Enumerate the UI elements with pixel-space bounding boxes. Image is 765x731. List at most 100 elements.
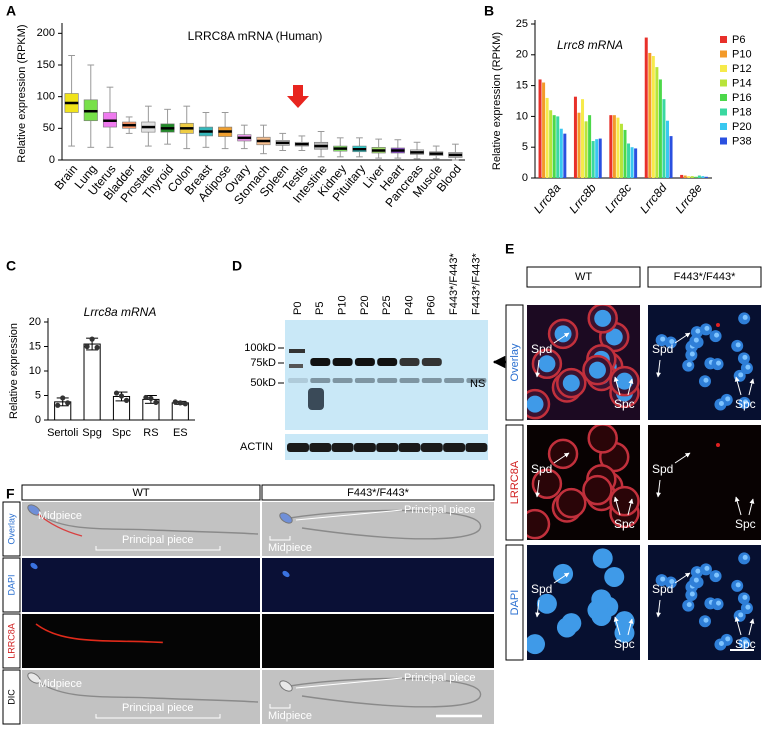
sperm-tail (289, 509, 482, 540)
x-tick-label: ES (173, 427, 188, 439)
micrograph: Spd Spc (648, 305, 761, 420)
legend-label: P38 (732, 135, 752, 147)
loading-control-label: ACTIN (240, 441, 273, 453)
cell-membrane (547, 438, 579, 470)
legend-swatch (720, 108, 727, 116)
y-tick-label: 15 (516, 80, 528, 92)
nucleus-spot (742, 639, 748, 645)
nucleus (588, 361, 606, 379)
bar (83, 343, 101, 421)
bar (694, 176, 698, 178)
column-header-box (526, 266, 641, 288)
chart-title: Lrrc8a mRNA (84, 305, 157, 319)
marker-label: 50kD (250, 377, 276, 389)
y-tick-label: 0 (49, 154, 55, 166)
legend-swatch (720, 123, 727, 130)
x-tick-label: Spc (112, 427, 131, 439)
nucleus-spot (718, 641, 724, 647)
micrograph-bg (262, 614, 494, 668)
cell-label: Spd (531, 462, 552, 476)
lane-label: P40 (403, 295, 415, 315)
micrograph: Spd Spc (648, 425, 761, 540)
nucleus (553, 563, 574, 584)
annotation: Midpiece (268, 542, 312, 554)
nucleus-spot (718, 401, 724, 407)
nucleus-spot (738, 372, 744, 378)
y-tick-label: 10 (516, 110, 528, 122)
y-tick-label: 50 (43, 122, 55, 134)
nucleus-spot (703, 377, 709, 383)
pointer-arrow (674, 332, 691, 344)
legend-label: P6 (732, 34, 745, 46)
band (310, 378, 331, 383)
micrograph-bg (648, 425, 761, 540)
midpiece-signal (37, 513, 83, 537)
bar (701, 176, 705, 178)
row-header: DAPI (509, 590, 521, 616)
pointer-arrow (734, 616, 742, 636)
bar (634, 148, 638, 178)
x-tick-label: Lrrc8b (566, 181, 599, 216)
band (332, 378, 353, 383)
annotation: Midpiece (38, 678, 82, 690)
data-point (143, 394, 149, 401)
micrograph: Midpiece Principal piece (22, 502, 260, 556)
micrograph: Spd Spc (527, 425, 640, 540)
row-header: DAPI (6, 574, 16, 595)
pointer-arrow (627, 378, 634, 396)
bar (644, 37, 648, 178)
band (399, 378, 420, 383)
pointer-arrow (674, 572, 691, 584)
nucleus-spot (660, 336, 666, 342)
lane-label: P10 (337, 295, 349, 315)
nucleus-spot (742, 354, 748, 360)
legend-swatch (720, 79, 727, 87)
nucleus-spot (745, 604, 751, 610)
pointer-arrow (613, 616, 621, 636)
nucleus-spot (742, 554, 748, 560)
micrograph-bg (22, 558, 260, 612)
marker-label: 100kD (244, 342, 276, 354)
column-header-box (647, 266, 762, 288)
y-tick-label: 0 (522, 172, 528, 184)
nucleus (587, 600, 608, 621)
bar (683, 175, 687, 178)
row-header: DIC (6, 689, 16, 705)
nucleus-spot (735, 582, 741, 588)
lane-label: F443*/F443* (448, 253, 460, 315)
data-point (94, 344, 100, 351)
panel-label: A (6, 3, 16, 19)
band (309, 443, 332, 452)
lane-label: P0 (292, 302, 304, 315)
band (420, 443, 443, 452)
y-tick-label: 5 (522, 141, 528, 153)
y-tick-label: 150 (37, 59, 55, 71)
row-header-box (2, 501, 21, 557)
pointer-arrow (734, 376, 742, 396)
lane-label: P20 (359, 295, 371, 315)
nucleus (594, 309, 612, 327)
legend-swatch (720, 36, 727, 43)
x-tick-label: Sertoli (47, 427, 78, 439)
row-header-box (505, 424, 524, 541)
bar (623, 129, 627, 178)
pointer-arrow (613, 376, 621, 396)
bar (648, 52, 652, 179)
nucleus-spot (669, 338, 675, 344)
annotation: Midpiece (268, 710, 312, 722)
nucleus-spot (704, 325, 710, 331)
row-header: Overlay (509, 343, 521, 381)
bar (627, 143, 631, 178)
band (399, 358, 420, 366)
row-header-box (2, 557, 21, 613)
cell-label: Spc (735, 637, 756, 651)
micrograph: Spd Spc (527, 305, 640, 420)
chart-title: LRRC8A mRNA (Human) (188, 29, 323, 43)
nucleus-spot (686, 602, 692, 608)
nucleus-spot (693, 577, 699, 583)
pointer-arrow (613, 496, 621, 516)
nucleus (604, 566, 625, 587)
data-point (172, 399, 178, 405)
x-tick-label: Spg (82, 427, 102, 439)
